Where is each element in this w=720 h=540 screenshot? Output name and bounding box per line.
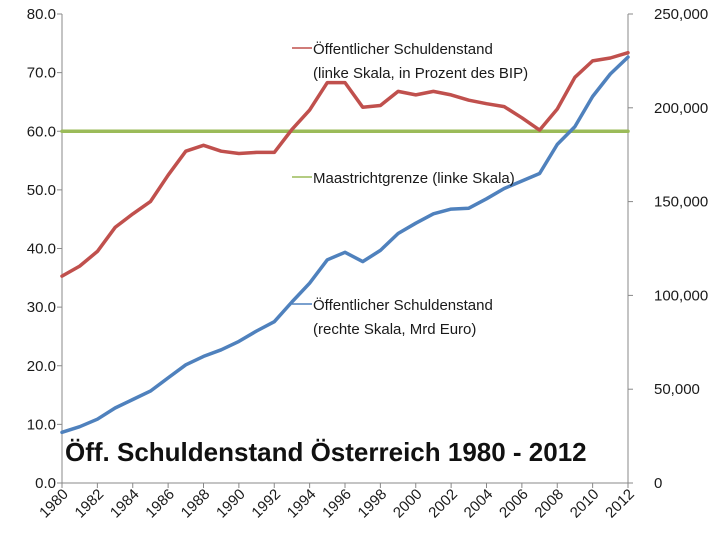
- left-tick-label: 10.0: [27, 416, 56, 433]
- x-tick-label: 2004: [461, 486, 497, 522]
- legend-label-2: (rechte Skala, Mrd Euro): [313, 321, 476, 338]
- left-tick-label: 60.0: [27, 123, 56, 140]
- right-tick-label: 50,000: [654, 381, 700, 398]
- left-tick-label: 70.0: [27, 65, 56, 82]
- legend-label-1: Maastrichtgrenze (linke Skala): [313, 170, 515, 187]
- legend-label-0: (linke Skala, in Prozent des BIP): [313, 65, 528, 82]
- legend-label-2: Öffentlicher Schuldenstand: [313, 296, 493, 314]
- x-tick-label: 1992: [248, 486, 284, 522]
- right-tick-label: 200,000: [654, 100, 708, 117]
- left-tick-label: 50.0: [27, 182, 56, 199]
- left-tick-label: 30.0: [27, 299, 56, 316]
- left-tick-label: 40.0: [27, 241, 56, 258]
- left-tick-label: 80.0: [27, 6, 56, 23]
- x-tick-label: 1986: [142, 486, 178, 522]
- x-tick-label: 1988: [178, 486, 214, 522]
- x-tick-label: 2006: [496, 486, 532, 522]
- chart-title: Öff. Schuldenstand Österreich 1980 - 201…: [65, 437, 587, 467]
- right-tick-label: 100,000: [654, 287, 708, 304]
- left-tick-label: 20.0: [27, 358, 56, 375]
- left-tick-label: 0.0: [35, 475, 56, 492]
- right-tick-label: 250,000: [654, 6, 708, 23]
- x-tick-label: 2002: [425, 486, 461, 522]
- legend: Öffentlicher Schuldenstand (linke Skala, …: [292, 40, 528, 338]
- right-tick-label: 0: [654, 475, 662, 492]
- x-tick-label: 1990: [213, 486, 249, 522]
- right-tick-label: 150,000: [654, 194, 708, 211]
- x-tick-label: 1984: [107, 486, 143, 522]
- x-tick-label: 2012: [602, 486, 638, 522]
- x-tick-label: 2008: [531, 486, 567, 522]
- x-tick-label: 1998: [355, 486, 391, 522]
- series-lines: [60, 50, 630, 435]
- x-tick-label: 1982: [72, 486, 108, 522]
- series-line-2: [60, 55, 630, 435]
- x-tick-label: 2000: [390, 486, 426, 522]
- x-tick-label: 2010: [567, 486, 603, 522]
- series-line-0: [60, 50, 630, 278]
- legend-label-0: Öffentlicher Schuldenstand: [313, 40, 493, 58]
- x-tick-label: 1994: [284, 486, 320, 522]
- x-tick-label: 1996: [319, 486, 355, 522]
